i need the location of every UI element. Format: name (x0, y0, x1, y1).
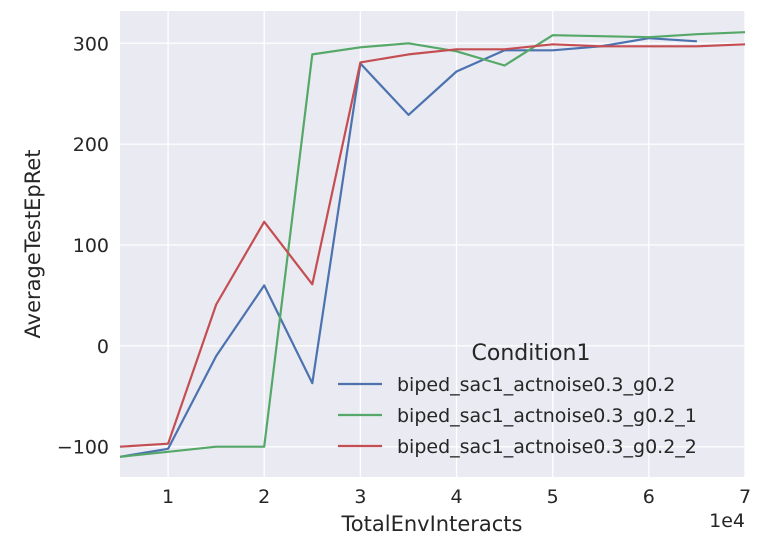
x-tick-label: 5 (547, 486, 559, 508)
y-tick-label: 0 (97, 336, 109, 358)
legend-label-3: biped_sac1_actnoise0.3_g0.2_2 (397, 436, 697, 458)
legend-label-2: biped_sac1_actnoise0.3_g0.2_1 (397, 405, 697, 427)
series-lines (119, 31, 746, 458)
x-tick-label: 2 (258, 486, 270, 508)
series-line-2 (119, 31, 746, 458)
legend-title: Condition1 (472, 341, 591, 366)
y-tick-labels: −100 0 100 200 300 (57, 33, 109, 458)
plot-background (120, 11, 745, 477)
x-tick-label: 7 (739, 486, 751, 508)
x-tick-label: 3 (354, 486, 366, 508)
x-tick-labels: 1 2 3 4 5 6 7 (162, 486, 751, 508)
x-axis-label: TotalEnvInteracts (341, 512, 523, 536)
x-tick-label: 6 (643, 486, 655, 508)
y-axis-label: AverageTestEpRet (21, 150, 45, 339)
series-line-3 (119, 43, 746, 448)
legend-label-1: biped_sac1_actnoise0.3_g0.2 (397, 374, 675, 396)
y-tick-label: −100 (57, 437, 109, 459)
x-offset-label: 1e4 (709, 510, 745, 532)
y-tick-label: 200 (73, 134, 109, 156)
y-tick-label: 100 (73, 235, 109, 257)
y-tick-label: 300 (73, 33, 109, 55)
x-tick-label: 1 (162, 486, 174, 508)
x-tick-label: 4 (450, 486, 462, 508)
legend: Condition1 biped_sac1_actnoise0.3_g0.2bi… (338, 341, 697, 458)
